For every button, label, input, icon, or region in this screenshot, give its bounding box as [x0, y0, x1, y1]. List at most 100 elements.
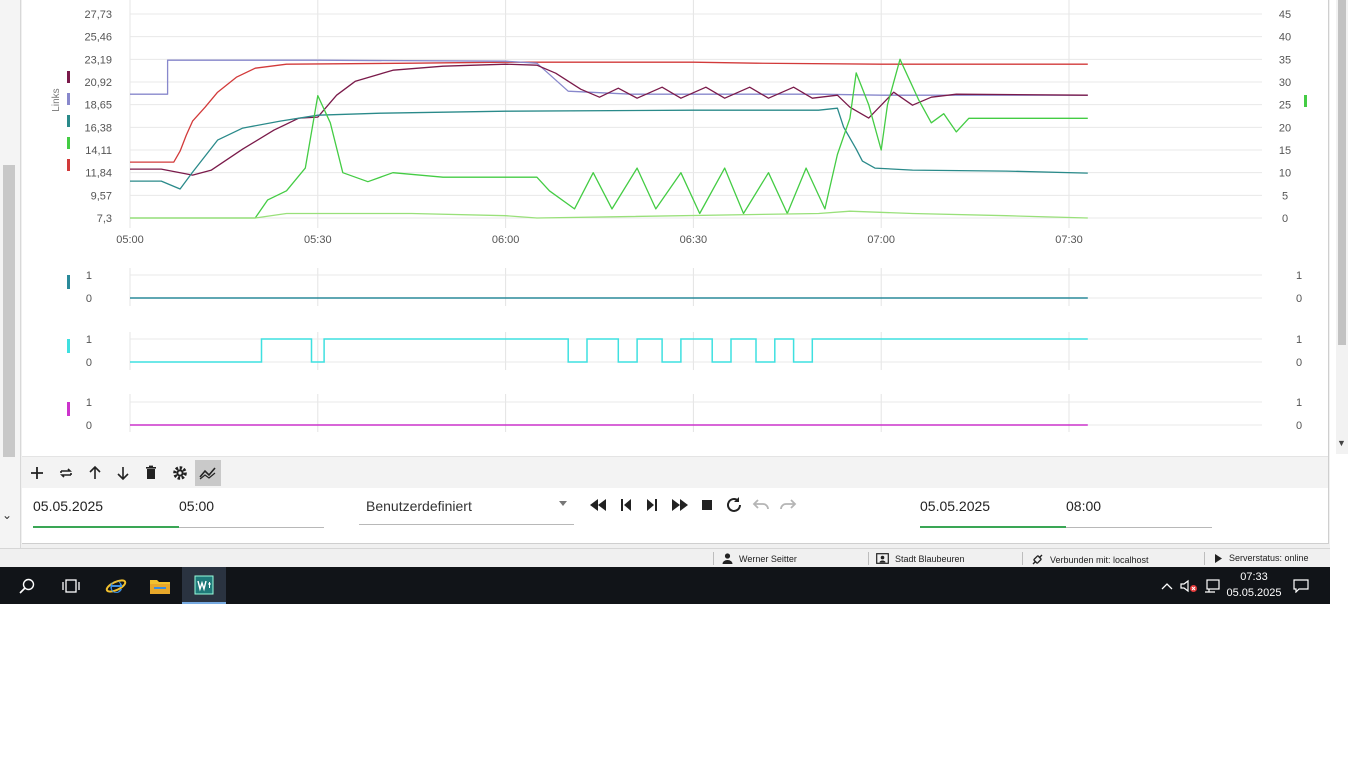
skip-previous-icon[interactable]: [615, 494, 637, 516]
x-tick-label: 05:30: [304, 234, 332, 246]
vertical-scrollbar[interactable]: ▼: [1336, 0, 1348, 454]
left-panel-edge: ⌄: [0, 0, 21, 548]
y2-tick-label: 20: [1279, 122, 1291, 134]
status-bar: Werner Seitter Stadt Blaubeuren Verbunde…: [0, 548, 1330, 568]
chart-toolbar: [22, 456, 1328, 488]
scroll-down-arrow-icon[interactable]: ▼: [1337, 438, 1346, 448]
fast-rewind-icon[interactable]: [587, 494, 609, 516]
left-scrollbar-thumb[interactable]: [3, 165, 15, 457]
y2-tick-label: 0: [1296, 293, 1302, 305]
y2-tick-label: 5: [1282, 190, 1288, 202]
x-tick-label: 05:00: [116, 234, 144, 246]
y-tick-label: 27,73: [84, 9, 112, 21]
network-icon[interactable]: [1201, 567, 1223, 604]
status-server: Serverstatus: online: [1214, 553, 1309, 563]
status-separator: [868, 552, 869, 565]
gear-icon[interactable]: [167, 460, 193, 486]
y2-tick-label: 10: [1279, 168, 1291, 180]
y2-tick-label: 1: [1296, 397, 1302, 409]
start-time-field[interactable]: 05:00: [179, 498, 215, 514]
arrow-up-icon[interactable]: [82, 460, 108, 486]
end-time-field[interactable]: 08:00: [1066, 498, 1102, 514]
add-icon[interactable]: [24, 460, 50, 486]
notification-icon[interactable]: [1286, 567, 1316, 604]
series-line: [130, 338, 1088, 363]
legend-swatch[interactable]: [67, 402, 70, 416]
y2-tick-label: 40: [1279, 32, 1291, 44]
y-tick-label: 1: [86, 334, 92, 346]
start-date-field[interactable]: 05.05.2025: [33, 498, 104, 514]
y2-tick-label: 1: [1296, 270, 1302, 282]
preset-dropdown[interactable]: Benutzerdefiniert: [366, 498, 472, 514]
legend-swatch[interactable]: [67, 159, 70, 171]
application-window: ⌄ 05:00 05:30 06:00 06:30 07:00 07:30 7,3 9,57 1…: [0, 0, 1348, 604]
y-tick-label: 11,84: [85, 168, 112, 180]
dropdown-arrow-icon[interactable]: [559, 501, 567, 506]
y2-tick-label: 25: [1279, 100, 1291, 112]
tray-chevron-up-icon[interactable]: [1157, 567, 1177, 604]
end-underline: [920, 526, 1212, 528]
y-tick-label: 25,46: [84, 32, 112, 44]
plug-icon: [1032, 554, 1043, 565]
y-tick-label: 7,3: [97, 213, 112, 225]
status-separator: [1022, 552, 1023, 565]
y-tick-label: 16,38: [84, 122, 112, 134]
building-icon: [876, 553, 889, 564]
task-view-icon[interactable]: [49, 567, 93, 604]
y-tick-label: 0: [86, 293, 92, 305]
legend-swatch[interactable]: [67, 137, 70, 149]
legend-swatch-right[interactable]: [1304, 95, 1307, 107]
status-connection-label: Verbunden mit: localhost: [1050, 554, 1149, 565]
series-line: [130, 107, 1088, 190]
repeat-icon[interactable]: [53, 460, 79, 486]
y-tick-label: 20,92: [84, 77, 112, 89]
status-separator: [713, 552, 714, 565]
play-icon: [1215, 553, 1222, 563]
x-tick-label: 07:30: [1055, 234, 1083, 246]
chevron-down-icon[interactable]: ⌄: [2, 508, 13, 522]
y-tick-label: 9,57: [91, 190, 112, 202]
user-icon: [722, 553, 733, 564]
legend-swatch[interactable]: [67, 339, 70, 353]
series-line: [130, 63, 1088, 176]
x-tick-label: 07:00: [867, 234, 895, 246]
legend-swatch[interactable]: [67, 275, 70, 289]
y-tick-label: 0: [86, 420, 92, 432]
file-explorer-icon[interactable]: [138, 567, 182, 604]
trend-toggle-icon[interactable]: [195, 460, 221, 486]
tray-clock-date[interactable]: 05.05.2025: [1226, 587, 1282, 599]
skip-next-icon[interactable]: [641, 494, 663, 516]
refresh-icon[interactable]: [723, 494, 745, 516]
y2-tick-label: 0: [1296, 357, 1302, 369]
app-taskbar-icon[interactable]: [182, 567, 226, 604]
series-line: [130, 58, 1088, 219]
y-tick-label: 1: [86, 397, 92, 409]
x-tick-label: 06:00: [492, 234, 520, 246]
series-line: [130, 59, 1088, 96]
undo-icon[interactable]: [750, 494, 772, 516]
status-server-label: Serverstatus: online: [1229, 553, 1309, 563]
redo-icon[interactable]: [777, 494, 799, 516]
fast-forward-icon[interactable]: [669, 494, 691, 516]
search-icon[interactable]: [5, 567, 49, 604]
internet-explorer-icon[interactable]: [94, 567, 138, 604]
series-line: [130, 61, 1088, 163]
y2-tick-label: 35: [1279, 54, 1291, 66]
end-date-field[interactable]: 05.05.2025: [920, 498, 991, 514]
trend-panel: 05:00 05:30 06:00 06:30 07:00 07:30 7,3 9,57 11,…: [22, 0, 1348, 544]
speaker-muted-icon[interactable]: [1178, 567, 1200, 604]
scrollbar-thumb[interactable]: [1338, 0, 1346, 345]
legend-swatch[interactable]: [67, 71, 70, 83]
preset-underline: [359, 524, 574, 525]
legend-swatch[interactable]: [67, 115, 70, 127]
tray-clock-time[interactable]: 07:33: [1240, 571, 1268, 583]
stop-icon[interactable]: [696, 494, 718, 516]
arrow-down-icon[interactable]: [110, 460, 136, 486]
y-tick-label: 1: [86, 270, 92, 282]
y2-tick-label: 15: [1279, 145, 1291, 157]
x-tick-label: 06:30: [680, 234, 708, 246]
legend-swatch[interactable]: [67, 93, 70, 105]
y2-tick-label: 0: [1282, 213, 1288, 225]
trash-icon[interactable]: [138, 460, 164, 486]
series-line: [130, 210, 1088, 219]
